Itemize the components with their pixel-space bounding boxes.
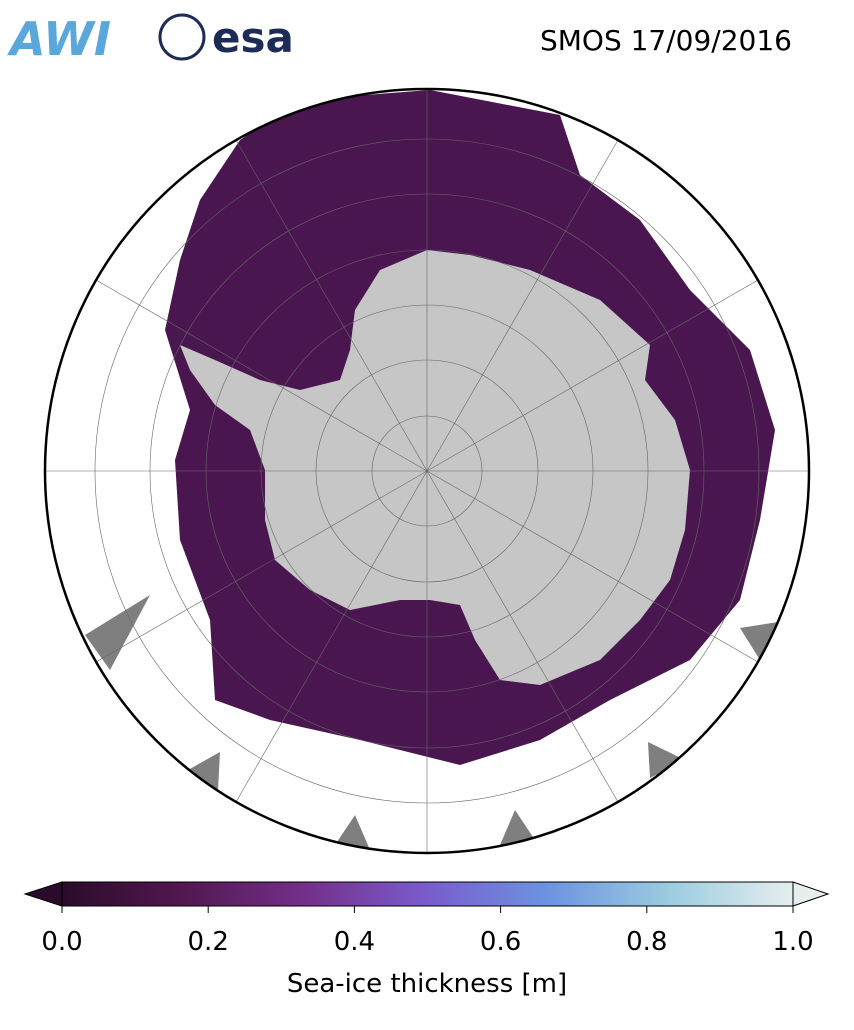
- colorbar-extend-high: [792, 881, 830, 907]
- colorbar-label: Sea-ice thickness [m]: [287, 969, 567, 999]
- logos: AWI esa: [7, 12, 294, 66]
- land-patches: [85, 595, 778, 850]
- colorbar: Sea-ice thickness [m] 0.0 0.2 0.4 0.6 0.8 1.0: [23, 881, 830, 999]
- colorbar-tick-label: 0.8: [626, 927, 667, 957]
- colorbar-tick-label: 1.0: [772, 927, 813, 957]
- colorbar-tick-label: 0.6: [480, 927, 521, 957]
- colorbar-body: [61, 881, 794, 907]
- title: SMOS 17/09/2016: [540, 24, 792, 57]
- map-frame: [43, 87, 811, 855]
- awi-logo: AWI: [7, 12, 111, 66]
- antarctica: [180, 250, 690, 685]
- colorbar-tick-label: 0.2: [188, 927, 229, 957]
- graticule: [45, 89, 809, 853]
- esa-logo: esa: [212, 13, 294, 62]
- colorbar-extend-low: [23, 881, 63, 907]
- colorbar-tick-label: 0.4: [334, 927, 375, 957]
- esa-mark: [158, 13, 206, 61]
- colorbar-tick-label: 0.0: [41, 927, 82, 957]
- map: [45, 89, 809, 853]
